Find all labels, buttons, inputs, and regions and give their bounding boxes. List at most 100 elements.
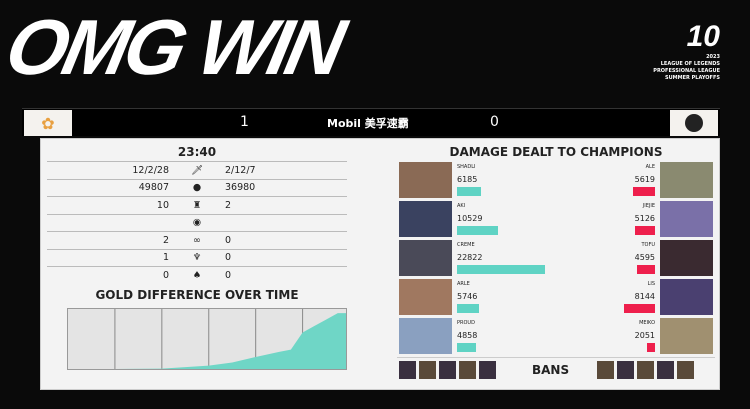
- player-name: AKI: [457, 203, 466, 209]
- damage-value: 5619: [634, 175, 655, 184]
- damage-bar-left: [457, 265, 545, 274]
- brand-line: 2023: [706, 54, 720, 60]
- damage-value: 10529: [457, 214, 483, 223]
- damage-bar-left: [457, 226, 498, 235]
- damage-bar-right: [637, 265, 655, 274]
- damage-value: 6185: [457, 175, 478, 184]
- ban-portrait: [419, 361, 436, 379]
- damage-value: 2051: [634, 331, 655, 340]
- champion-portrait: [660, 201, 713, 237]
- damage-value: 5126: [634, 214, 655, 223]
- bans-row: BANS: [397, 357, 715, 381]
- gold-area: [68, 312, 346, 369]
- brand-line: SUMMER PLAYOFFS: [665, 75, 720, 81]
- champion-portrait: [399, 279, 452, 315]
- team-logo-left: ✿: [24, 110, 72, 136]
- damage-title: DAMAGE DEALT TO CHAMPIONS: [449, 145, 663, 159]
- champion-portrait: [399, 201, 452, 237]
- stat-row: ◉: [47, 213, 347, 232]
- damage-value: 4595: [634, 253, 655, 262]
- damage-row: PROUD 4858 MEIKO 2051: [397, 317, 715, 355]
- stat-row: 2 ∞ 0: [47, 231, 347, 249]
- right-value: 0: [225, 234, 232, 246]
- ban-portrait: [439, 361, 456, 379]
- damage-row: AKI 10529 JIEJIE 5126: [397, 200, 715, 238]
- scorebar: ✿ 1 Mobil 美孚速霸 0: [22, 108, 720, 136]
- damage-row: ARLE 5746 LIS 8144: [397, 278, 715, 316]
- champion-portrait: [660, 318, 713, 354]
- damage-bar-left: [457, 304, 480, 313]
- stat-row: 10 ♜ 2: [47, 196, 347, 214]
- player-name: LIS: [647, 281, 655, 287]
- ban-portrait: [617, 361, 634, 379]
- champion-portrait: [660, 279, 713, 315]
- champion-portrait: [660, 240, 713, 276]
- right-value: 2/12/7: [225, 164, 256, 176]
- damage-panel: DAMAGE DEALT TO CHAMPIONS SHADLI 6185 AL…: [397, 145, 715, 381]
- game-time: 23:40: [177, 145, 217, 159]
- brand-line: LEAGUE OF LEGENDS: [660, 61, 720, 67]
- team-stats: 23:40 12/2/28 🗡 2/12/7 49807 ● 36980 10 ♜ 2 ◉ 2 ∞ 0 1…: [47, 145, 347, 370]
- player-name: CREME: [457, 242, 475, 248]
- tower-icon: ♜: [192, 199, 202, 211]
- team-logo-right: [670, 110, 718, 136]
- stat-row: 0 ♠ 0: [47, 266, 347, 284]
- ban-portrait: [677, 361, 694, 379]
- player-name: PROUD: [457, 320, 475, 326]
- stat-row: 1 ♆ 0: [47, 248, 347, 267]
- damage-row: CREME 22822 TOFU 4595: [397, 239, 715, 277]
- dragon-icon: ◉: [192, 217, 202, 229]
- champion-portrait: [399, 240, 452, 276]
- right-value: 36980: [225, 182, 256, 194]
- stats-panel: 23:40 12/2/28 🗡 2/12/7 49807 ● 36980 10 ♜ 2 ◉ 2 ∞ 0 1…: [40, 138, 720, 390]
- ban-portrait: [597, 361, 614, 379]
- stat-row: 49807 ● 36980: [47, 178, 347, 197]
- stat-row: 12/2/28 🗡 2/12/7: [47, 161, 347, 179]
- player-name: TOFU: [641, 242, 655, 248]
- damage-bar-right: [633, 187, 655, 196]
- player-name: MEIKO: [639, 320, 655, 326]
- damage-bar-left: [457, 187, 481, 196]
- sponsor-logo: Mobil 美孚速霸: [327, 117, 409, 130]
- champion-portrait: [399, 318, 452, 354]
- ban-portrait: [479, 361, 496, 379]
- damage-bar-right: [623, 304, 655, 313]
- damage-value: 8144: [634, 292, 655, 301]
- ban-portrait: [637, 361, 654, 379]
- damage-value: 5746: [457, 292, 478, 301]
- league-brand: 10 2023 LEAGUE OF LEGENDS PROFESSIONAL L…: [653, 20, 720, 82]
- gold-icon: ●: [192, 182, 202, 194]
- left-score: 1: [240, 114, 249, 130]
- damage-value: 4858: [457, 331, 478, 340]
- right-value: 0: [225, 252, 232, 264]
- baron-icon: ♆: [192, 252, 202, 264]
- player-name: JIEJIE: [642, 203, 655, 209]
- sword-icon: 🗡: [190, 164, 204, 176]
- champion-portrait: [399, 162, 452, 198]
- herald-icon: ∞: [193, 234, 201, 246]
- elder-icon: ♠: [192, 269, 202, 281]
- right-value: 0: [225, 269, 232, 281]
- left-value: 1: [162, 252, 169, 264]
- damage-bar-left: [457, 343, 476, 352]
- left-value: 12/2/28: [132, 164, 169, 176]
- damage-bar-right: [635, 226, 655, 235]
- left-value: 49807: [138, 182, 169, 194]
- brand-line: PROFESSIONAL LEAGUE: [653, 68, 720, 74]
- left-value: 10: [156, 199, 169, 211]
- champion-portrait: [660, 162, 713, 198]
- left-value: 2: [162, 234, 169, 246]
- overlay-title: OMG WIN: [0, 3, 349, 91]
- right-score: 0: [490, 114, 499, 130]
- player-name: ALE: [645, 164, 655, 170]
- player-name: ARLE: [457, 281, 470, 287]
- ban-portrait: [459, 361, 476, 379]
- lpl-logo: 10: [686, 20, 720, 53]
- ban-portrait: [657, 361, 674, 379]
- left-value: 0: [162, 269, 169, 281]
- gold-chart: [67, 307, 347, 370]
- gold-title: GOLD DIFFERENCE OVER TIME: [95, 287, 299, 302]
- damage-row: SHADLI 6185 ALE 5619: [397, 161, 715, 199]
- ban-portrait: [399, 361, 416, 379]
- player-name: SHADLI: [457, 164, 476, 170]
